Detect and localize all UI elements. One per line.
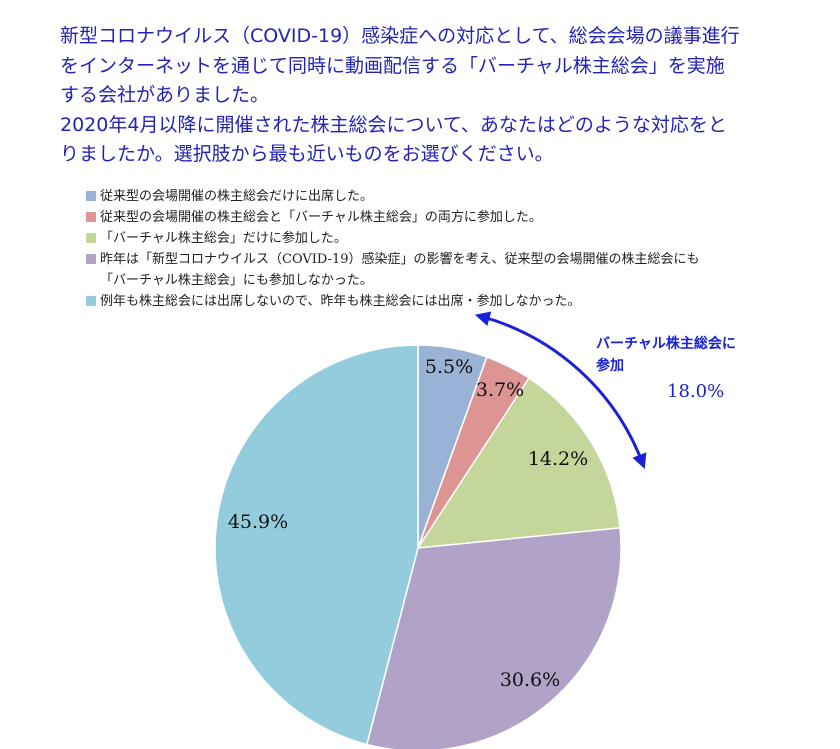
question-line: する会社がありました。	[60, 84, 270, 106]
pie-slice-label: 45.9%	[228, 511, 288, 533]
legend-label-continued: 「バーチャル株主総会」にも参加しなかった。	[100, 273, 373, 288]
pie-slice	[365, 527, 622, 749]
legend-swatch	[86, 296, 96, 306]
legend-label: 昨年は「新型コロナウイルス（COVID-19）感染症」の影響を考え、従来型の会場…	[100, 252, 700, 267]
legend-swatch	[86, 233, 96, 243]
legend-label: 例年も株主総会には出席しないので、昨年も株主総会には出席・参加しなかった。	[100, 294, 581, 309]
pie-slice-label: 30.6%	[500, 669, 560, 691]
question-text: 新型コロナウイルス（COVID-19）感染症への対応として、総会会場の議事進行 …	[60, 22, 800, 170]
legend-swatch	[86, 212, 96, 222]
legend-label: 「バーチャル株主総会」だけに参加した。	[100, 231, 347, 246]
legend-swatch	[86, 254, 96, 264]
callout-text-line2: 参加	[596, 357, 624, 374]
question-line: 2020年4月以降に開催された株主総会について、あなたはどのような対応をと	[60, 113, 727, 136]
question-line: 新型コロナウイルス（COVID-19）感染症への対応として、総会会場の議事進行	[60, 25, 740, 47]
legend-item: 従来型の会場開催の株主総会と「バーチャル株主総会」の両方に参加した。	[86, 207, 806, 228]
legend-item: 昨年は「新型コロナウイルス（COVID-19）感染症」の影響を考え、従来型の会場…	[86, 249, 806, 291]
callout-text-line1: バーチャル株主総会に	[596, 335, 736, 352]
callout-arc-arrow	[474, 311, 647, 469]
legend-swatch	[86, 191, 96, 201]
question-line: をインターネットを通じて同時に動画配信する「バーチャル株主総会」を実施	[60, 54, 725, 77]
pie-slice-label: 14.2%	[528, 448, 588, 470]
callout-value: 18.0%	[667, 381, 724, 402]
legend-item: 従来型の会場開催の株主総会だけに出席した。	[86, 186, 806, 207]
legend-item: 「バーチャル株主総会」だけに参加した。	[86, 228, 806, 249]
legend-item: 例年も株主総会には出席しないので、昨年も株主総会には出席・参加しなかった。	[86, 291, 806, 312]
pie-slice	[214, 344, 419, 746]
chart-legend: 従来型の会場開催の株主総会だけに出席した。 従来型の会場開催の株主総会と「バーチ…	[86, 186, 806, 312]
legend-label: 従来型の会場開催の株主総会だけに出席した。	[100, 189, 374, 204]
legend-label: 従来型の会場開催の株主総会と「バーチャル株主総会」の両方に参加した。	[100, 210, 542, 225]
pie-slice-label: 5.5%	[425, 356, 473, 378]
pie-slice-label: 3.7%	[476, 379, 524, 401]
question-line: りましたか。選択肢から最も近いものをお選びください。	[60, 143, 554, 165]
